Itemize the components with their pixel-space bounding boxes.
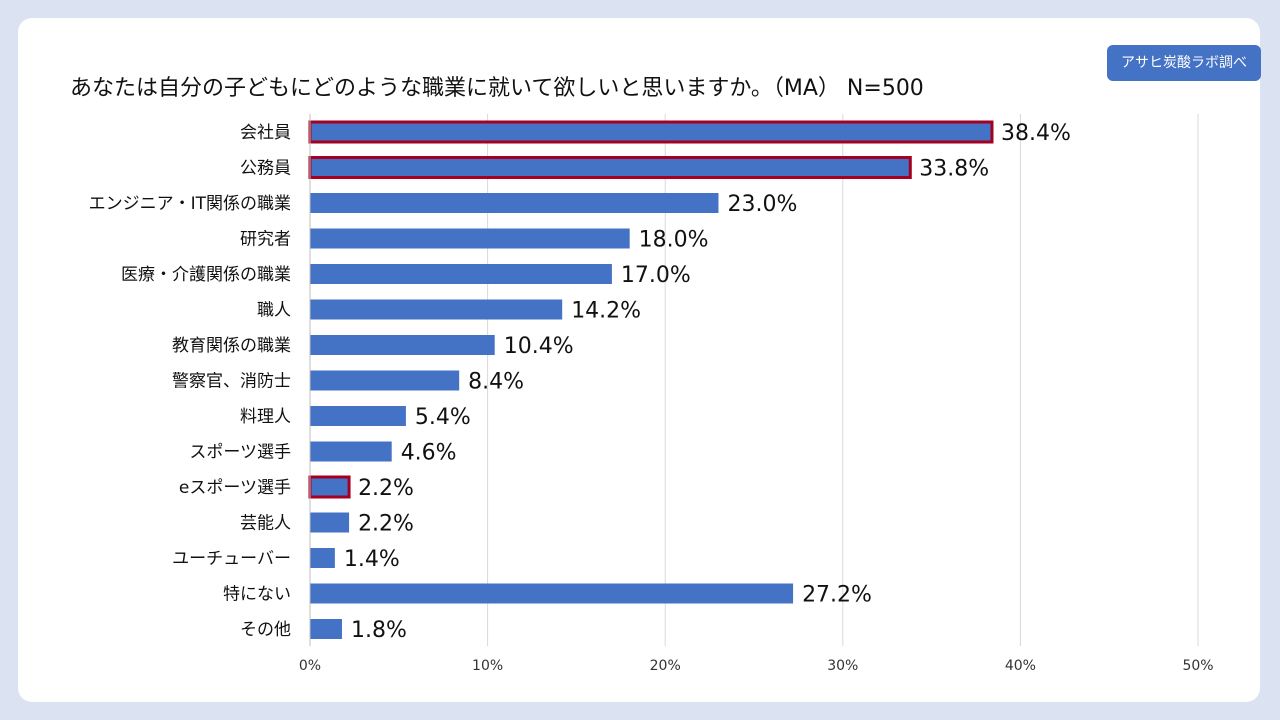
- value-label: 10.4%: [504, 334, 574, 359]
- value-label: 18.0%: [639, 228, 709, 253]
- value-label: 17.0%: [621, 263, 691, 288]
- bar: [310, 370, 460, 391]
- chart-title: あなたは自分の子どもにどのような職業に就いて欲しいと思いますか。（MA） N=5…: [70, 76, 924, 101]
- bar: [310, 228, 630, 249]
- value-label: 2.2%: [358, 476, 414, 501]
- value-label: 14.2%: [571, 299, 641, 324]
- value-label: 1.8%: [351, 618, 407, 643]
- category-label: 職人: [257, 301, 291, 321]
- category-label: スポーツ選手: [189, 443, 291, 463]
- category-label: 芸能人: [240, 514, 291, 534]
- value-label: 8.4%: [468, 370, 524, 395]
- bar: [310, 299, 563, 320]
- bar: [310, 335, 495, 355]
- category-label: 料理人: [240, 407, 291, 427]
- value-label: 38.4%: [1001, 121, 1071, 146]
- source-badge: アサヒ炭酸ラボ調べ: [1107, 45, 1261, 81]
- category-label: 警察官、消防士: [172, 372, 291, 392]
- category-label: ユーチューバー: [172, 549, 291, 569]
- value-label: 33.8%: [919, 157, 989, 182]
- x-tick-label: 0%: [299, 658, 321, 674]
- category-label: その他: [240, 620, 291, 640]
- bar: [310, 441, 392, 462]
- bar: [310, 619, 342, 639]
- bar: [310, 406, 406, 426]
- value-label: 5.4%: [415, 405, 471, 430]
- category-label: 公務員: [240, 159, 291, 179]
- bar: [310, 548, 335, 568]
- bar: [310, 512, 350, 533]
- bar: [310, 583, 794, 604]
- x-tick-label: 50%: [1182, 658, 1213, 674]
- category-label: 医療・介護関係の職業: [121, 265, 291, 285]
- x-tick-label: 40%: [1005, 658, 1036, 674]
- bar: [310, 193, 719, 213]
- category-label: 特にない: [223, 585, 291, 605]
- bar-highlighted: [308, 120, 994, 144]
- x-tick-label: 10%: [472, 658, 503, 674]
- category-label: 教育関係の職業: [172, 336, 291, 356]
- bar-highlighted: [308, 475, 351, 499]
- category-label: エンジニア・IT関係の職業: [89, 194, 291, 214]
- category-label: eスポーツ選手: [179, 478, 291, 498]
- x-tick-label: 30%: [827, 658, 858, 674]
- value-label: 2.2%: [358, 512, 414, 537]
- bar: [310, 264, 612, 284]
- x-tick-label: 20%: [650, 658, 681, 674]
- value-label: 23.0%: [727, 192, 797, 217]
- category-label: 会社員: [240, 123, 291, 143]
- value-label: 27.2%: [802, 583, 872, 608]
- value-label: 1.4%: [344, 547, 400, 572]
- bar-highlighted: [308, 156, 912, 179]
- value-label: 4.6%: [401, 441, 457, 466]
- category-label: 研究者: [240, 230, 291, 250]
